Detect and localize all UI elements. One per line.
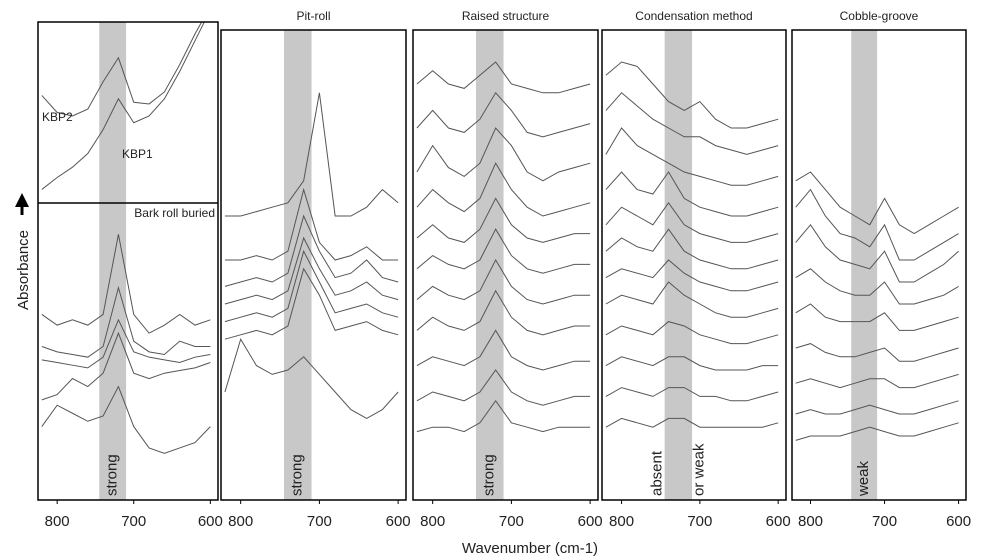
spectrum xyxy=(41,331,211,401)
panel-title: Condensation method xyxy=(635,9,752,23)
panel-title: Pit-roll xyxy=(296,9,330,23)
spectrum xyxy=(41,234,211,334)
highlight-band xyxy=(99,22,127,500)
spectrum xyxy=(795,188,959,261)
x-tick-label: 800 xyxy=(228,513,253,530)
highlight-band xyxy=(283,30,312,500)
spectrum xyxy=(605,228,779,270)
spectrum xyxy=(605,417,779,428)
spectrum xyxy=(795,303,959,331)
y-arrow-head xyxy=(15,193,29,207)
panel-frame xyxy=(601,29,787,501)
spectrum xyxy=(416,91,591,138)
spectrum xyxy=(795,373,959,389)
spectrum xyxy=(605,171,779,217)
panel xyxy=(605,30,779,500)
band-label: or weak xyxy=(690,443,707,496)
spectrum xyxy=(416,369,591,406)
spectrum xyxy=(41,318,211,369)
x-tick-label: 700 xyxy=(307,513,332,530)
panel xyxy=(224,30,399,500)
spectrum xyxy=(795,171,959,235)
spectrum xyxy=(605,127,779,186)
x-axis-label: Wavenumber (cm-1) xyxy=(462,540,598,557)
spectrum xyxy=(416,197,591,243)
panel-title: Raised structure xyxy=(462,9,550,23)
spectrum xyxy=(224,236,399,305)
x-tick-label: 700 xyxy=(121,513,146,530)
spectrum xyxy=(605,92,779,155)
spectrum xyxy=(224,214,399,287)
spectrum xyxy=(416,329,591,371)
panel-frame xyxy=(220,29,407,501)
spectrum xyxy=(416,162,591,217)
spectrum xyxy=(41,385,211,454)
highlight-band xyxy=(664,30,693,500)
spectrum xyxy=(416,399,591,433)
x-tick-label: 600 xyxy=(766,513,791,530)
x-tick-label: 600 xyxy=(386,513,411,530)
spectrum xyxy=(795,422,959,441)
spectrum xyxy=(41,22,205,190)
spectrum xyxy=(605,61,779,129)
spectrum xyxy=(605,387,779,402)
panel xyxy=(41,22,211,500)
spectrum xyxy=(795,400,959,415)
band-label: strong xyxy=(289,454,306,496)
trace-label: KBP1 xyxy=(122,147,153,161)
spectrum xyxy=(416,61,591,94)
x-tick-label: 800 xyxy=(420,513,445,530)
band-label: absent xyxy=(648,450,665,496)
spectrum xyxy=(224,337,399,419)
spectrum xyxy=(41,22,203,117)
spectrum xyxy=(605,281,779,318)
x-tick-label: 600 xyxy=(198,513,223,530)
highlight-band xyxy=(475,30,504,500)
spectrum xyxy=(416,258,591,305)
band-label: weak xyxy=(855,460,872,497)
panel xyxy=(795,30,959,500)
panel-title: Cobble-groove xyxy=(840,9,919,23)
x-tick-label: 800 xyxy=(45,513,70,530)
x-tick-label: 800 xyxy=(798,513,823,530)
panel-frame xyxy=(791,29,967,501)
spectrum xyxy=(795,223,959,283)
x-tick-label: 700 xyxy=(499,513,524,530)
band-label: strong xyxy=(481,454,498,496)
spectrum xyxy=(416,228,591,274)
spectrum xyxy=(224,92,399,217)
trace-label: KBP2 xyxy=(42,110,73,124)
spectrum xyxy=(605,321,779,345)
panel-title: Bark roll buried xyxy=(134,206,215,220)
x-tick-label: 800 xyxy=(609,513,634,530)
spectrum xyxy=(416,289,591,336)
spectrum xyxy=(605,259,779,292)
spectrum xyxy=(41,285,211,358)
spectrum xyxy=(605,201,779,243)
spectrum xyxy=(605,356,779,371)
spectrum xyxy=(224,187,399,261)
spectrum xyxy=(416,127,591,182)
spectrum xyxy=(795,343,959,362)
panel-frame xyxy=(37,21,219,501)
spectrum xyxy=(795,268,959,305)
x-tick-label: 600 xyxy=(578,513,603,530)
panel xyxy=(416,30,591,500)
x-tick-label: 600 xyxy=(946,513,971,530)
band-label: strong xyxy=(104,454,121,496)
spectrum xyxy=(224,249,399,323)
panel-frame xyxy=(412,29,599,501)
x-tick-label: 700 xyxy=(872,513,897,530)
x-tick-label: 700 xyxy=(687,513,712,530)
y-axis-label: Absorbance xyxy=(15,230,32,310)
spectrum xyxy=(224,267,399,340)
